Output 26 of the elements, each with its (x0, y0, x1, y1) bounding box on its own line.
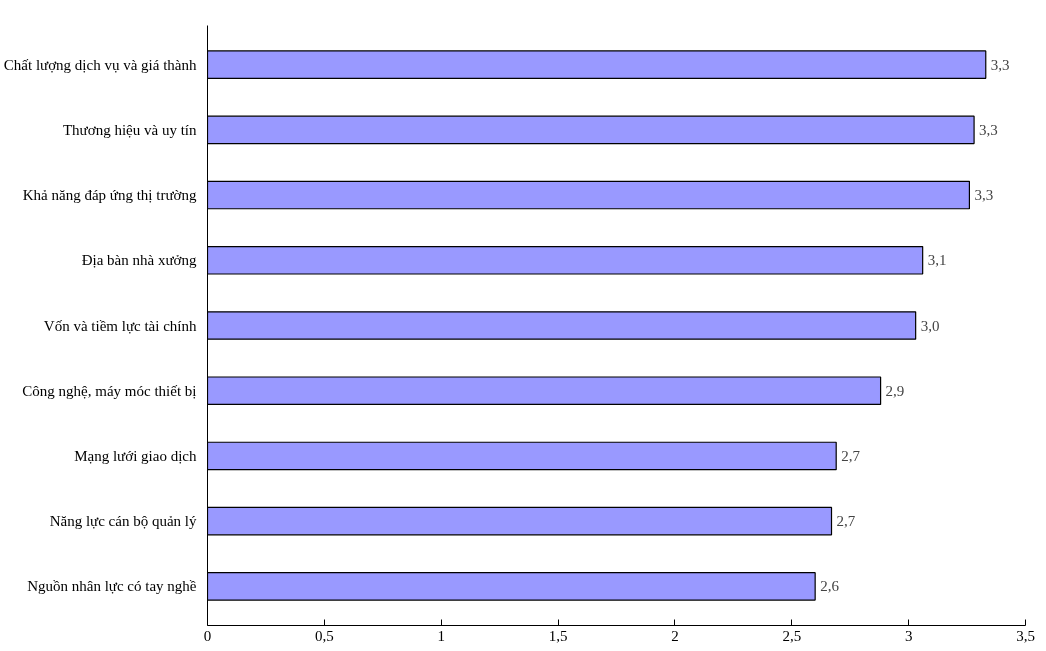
x-tick-label: 2 (671, 627, 679, 644)
x-tick-label: 1 (437, 627, 445, 644)
x-tick-label: 1,5 (548, 627, 568, 644)
data-label: 3,3 (979, 121, 998, 138)
y-tick-label: Công nghệ, máy móc thiết bị (22, 382, 197, 399)
data-label: 2,7 (836, 513, 856, 530)
data-label: 2,7 (841, 447, 861, 464)
data-label: 2,9 (885, 382, 905, 399)
x-tick-label: 3,5 (1016, 627, 1035, 644)
data-label: 2,6 (820, 578, 840, 595)
y-tick-label: Vốn và tiềm lực tài chính (43, 317, 197, 334)
y-tick-label: Địa bàn nhà xưởng (81, 252, 197, 269)
data-label: 3,3 (974, 187, 994, 204)
x-tick-label: 0 (203, 627, 212, 644)
x-tick-label: 3 (904, 627, 913, 644)
y-tick-label: Chất lượng dịch vụ và giá thành (3, 56, 197, 73)
data-label: 3,1 (927, 252, 947, 269)
x-tick-label: 2,5 (782, 627, 802, 644)
data-label: 3,0 (920, 317, 940, 334)
data-label: 3,3 (990, 56, 1010, 73)
y-tick-label: Nguồn nhân lực có tay nghề (27, 578, 197, 595)
y-tick-label: Mạng lưới giao dịch (74, 447, 197, 464)
x-tick-label: 0,5 (314, 627, 334, 644)
y-tick-label: Khả năng đáp ứng thị trường (22, 187, 197, 204)
y-tick-label: Năng lực cán bộ quản lý (49, 513, 197, 530)
y-tick-label: Thương hiệu và uy tín (62, 121, 197, 138)
